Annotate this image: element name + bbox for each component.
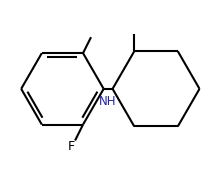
- Text: NH: NH: [99, 95, 117, 108]
- Text: F: F: [68, 140, 75, 153]
